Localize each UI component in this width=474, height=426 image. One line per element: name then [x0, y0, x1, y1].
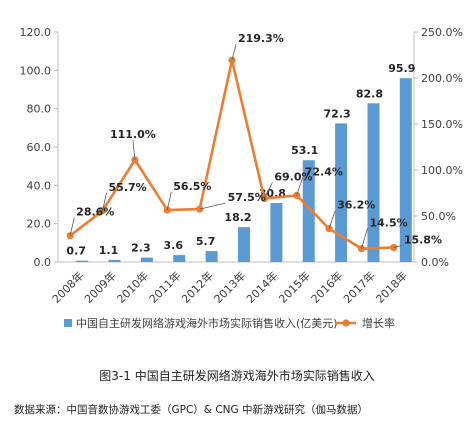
bar-value-label: 5.7: [196, 235, 216, 248]
growth-label-leader: [166, 191, 172, 211]
x-tick-label: 2018年: [373, 268, 410, 305]
growth-label-leader: [264, 182, 273, 199]
x-tick-label: 2015年: [276, 268, 313, 305]
chart: 0.0 20.0 40.0 60.0 80.0 100.0 120.0 0.0% 50.0% 10…: [20, 26, 463, 330]
growth-label-leader: [132, 139, 136, 160]
growth-value-label: 15.8%: [404, 233, 442, 246]
growth-rate-point: [228, 56, 236, 64]
left-tick-label: 80.0: [27, 103, 52, 116]
bar-value-label: 53.1: [291, 144, 318, 157]
growth-label-leader: [102, 192, 107, 211]
growth-value-label: 111.0%: [110, 128, 156, 141]
bar: [108, 259, 121, 262]
x-tick-label: 2008年: [49, 268, 86, 305]
bar: [302, 160, 315, 262]
bar: [173, 255, 186, 262]
bar: [76, 260, 89, 262]
growth-label-leader: [296, 177, 304, 196]
bar: [205, 251, 218, 262]
legend-label-bar: 中国自主研发网络游戏海外市场实际销售收入(亿美元): [76, 316, 338, 330]
bar: [238, 227, 250, 262]
x-tick-label: 2012年: [179, 268, 216, 305]
left-tick-label: 100.0: [20, 64, 52, 77]
right-tick-label: 50.0%: [421, 210, 456, 223]
growth-label-leader: [231, 44, 237, 61]
bar-value-label: 0.7: [66, 245, 86, 258]
bar-value-label: 2.3: [131, 242, 151, 255]
right-tick-label: 250.0%: [421, 26, 463, 39]
bar-value-label: 95.9: [388, 62, 415, 75]
bar: [140, 257, 153, 262]
figure-caption: 图3-1 中国自主研发网络游戏海外市场实际销售收入: [99, 369, 375, 383]
bar: [367, 103, 380, 262]
x-tick-label: 2010年: [114, 268, 151, 305]
growth-label-leader: [361, 228, 368, 249]
growth-value-label: 55.7%: [109, 181, 147, 194]
x-tick-label: 2009年: [81, 268, 118, 305]
left-tick-label: 60.0: [27, 141, 52, 154]
chart-svg: 0.0 20.0 40.0 60.0 80.0 100.0 120.0 0.0% 50.0% 10…: [20, 26, 463, 330]
growth-label-leader: [69, 217, 75, 236]
legend-swatch-line-marker: [342, 319, 350, 327]
bar-value-label: 3.6: [164, 239, 184, 252]
x-tick-label: 2011年: [146, 268, 183, 305]
growth-value-label: 36.2%: [337, 199, 375, 212]
bar: [399, 78, 412, 262]
left-tick-label: 0.0: [34, 256, 52, 269]
bar: [335, 123, 348, 262]
legend-label-line: 增长率: [362, 316, 395, 330]
growth-value-label: 56.5%: [173, 180, 211, 193]
left-tick-label: 20.0: [27, 218, 52, 231]
bar-value-label: 1.1: [99, 244, 119, 257]
right-tick-label: 100.0%: [421, 164, 463, 177]
data-source: 数据来源：中国音数协游戏工委（GPC）& CNG 中新游戏研究（伽马数据）: [14, 404, 368, 416]
right-tick-label: 200.0%: [421, 72, 463, 85]
growth-value-label: 219.3%: [238, 32, 284, 45]
x-tick-label: 2014年: [243, 268, 280, 305]
bar-value-label: 72.3: [324, 107, 351, 120]
right-tick-label: 150.0%: [421, 118, 463, 131]
bar-value-label: 82.8: [356, 87, 383, 100]
growth-label-leader: [199, 202, 226, 210]
growth-value-label: 57.5%: [228, 191, 266, 204]
growth-value-label: 14.5%: [369, 217, 407, 230]
x-tick-label: 2013年: [211, 268, 248, 305]
growth-value-label: 72.4%: [305, 165, 343, 178]
legend-swatch-bar: [64, 319, 72, 327]
x-tick-label: 2016年: [308, 268, 345, 305]
growth-value-label: 28.6%: [76, 206, 114, 219]
growth-label-leader: [393, 245, 402, 248]
growth-value-label: 69.0%: [274, 171, 312, 184]
bar-value-label: 18.2: [224, 211, 251, 224]
growth-label-leader: [328, 210, 336, 229]
right-tick-label: 0.0%: [421, 256, 449, 269]
left-tick-label: 40.0: [27, 179, 52, 192]
x-tick-label: 2017年: [340, 268, 377, 305]
bar: [270, 202, 283, 262]
left-tick-label: 120.0: [20, 26, 52, 39]
growth-rate-point: [196, 205, 204, 213]
